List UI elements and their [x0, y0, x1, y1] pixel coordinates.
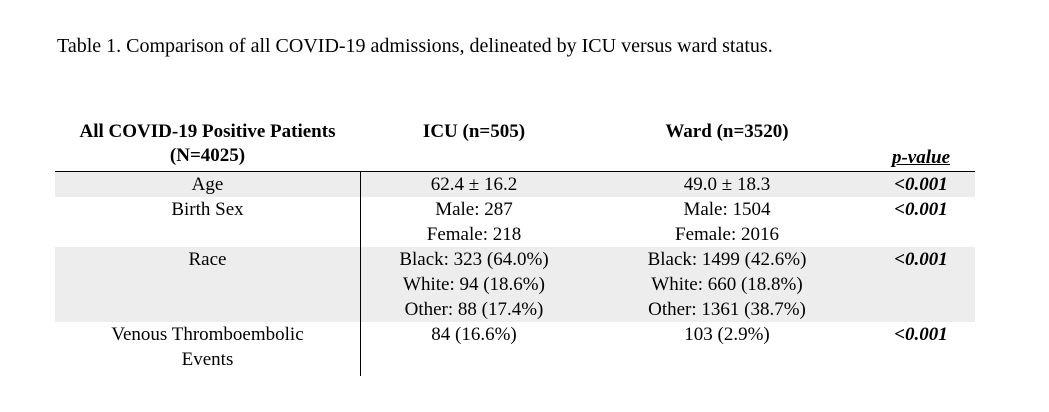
row-label: Birth Sex: [55, 197, 360, 222]
row-label-line: Events: [181, 349, 234, 370]
pvalue-cell: <0.001: [894, 199, 948, 220]
row-label-line: Age: [191, 174, 224, 195]
table-caption: Table 1. Comparison of all COVID-19 admi…: [57, 35, 773, 57]
ward-value: Black: 1499 (42.6%) White: 660 (18.8%) Oth…: [588, 247, 866, 322]
ward-value: 103 (2.9%): [588, 322, 866, 347]
icu-value-line: Black: 323 (64.0%): [399, 249, 549, 270]
pvalue-cell: <0.001: [894, 174, 948, 195]
icu-value-line: 84 (16.6%): [431, 324, 517, 345]
icu-value-line: Other: 88 (17.4%): [404, 299, 544, 320]
icu-value-line: Male: 287: [435, 199, 513, 220]
icu-value: 84 (16.6%): [360, 322, 588, 347]
pvalue-cell: <0.001: [894, 249, 948, 270]
ward-value: Male: 1504 Female: 2016: [588, 197, 866, 247]
pvalue-cell: <0.001: [894, 324, 948, 345]
header-icu-line1: ICU: [422, 121, 458, 142]
icu-value: Male: 287 Female: 218: [360, 197, 588, 247]
icu-value: Black: 323 (64.0%) White: 94 (18.6%) Other…: [360, 247, 588, 322]
header-pvalue: p-value: [891, 147, 951, 168]
header-ward: Ward (n=3520): [588, 120, 866, 144]
icu-value-line: 62.4 ± 16.2: [430, 174, 518, 195]
header-icu: ICU (n=505): [360, 120, 588, 144]
icu-value-line: Female: 218: [426, 224, 522, 245]
table-header: All COVID-19 Positive Patients (N=4025) …: [55, 120, 975, 172]
row-label-line: Birth Sex: [171, 199, 244, 220]
column-divider: [360, 171, 361, 376]
header-icu-line2: (n=505): [462, 121, 526, 142]
icu-value-line: White: 94 (18.6%): [403, 274, 545, 295]
ward-value-line: Other: 1361 (38.7%): [648, 299, 806, 320]
ward-value-line: Male: 1504: [683, 199, 771, 220]
ward-value-line: Black: 1499 (42.6%): [647, 249, 807, 270]
ward-value: 49.0 ± 18.3: [588, 172, 866, 197]
row-label-line: Venous Thromboembolic: [111, 324, 304, 345]
row-label: Race: [55, 247, 360, 272]
ward-value-line: White: 660 (18.8%): [651, 274, 803, 295]
table-row: Race Black: 323 (64.0%) White: 94 (18.6%) O…: [55, 247, 975, 322]
ward-value-line: 49.0 ± 18.3: [683, 174, 771, 195]
icu-value: 62.4 ± 16.2: [360, 172, 588, 197]
row-label: Venous Thromboembolic Events: [55, 322, 360, 372]
table-body: Age 62.4 ± 16.2 49.0 ± 18.3 <0.001 Birth Sex…: [55, 172, 975, 372]
header-ward-line1: Ward: [665, 121, 712, 142]
ward-value-line: 103 (2.9%): [684, 324, 770, 345]
comparison-table: All COVID-19 Positive Patients (N=4025) …: [55, 120, 975, 376]
table-row: Birth Sex Male: 287 Female: 218 Male: 1504 F…: [55, 197, 975, 247]
header-group-line2: Patients (N=4025): [169, 121, 336, 166]
header-ward-line2: (n=3520): [716, 121, 789, 142]
row-label: Age: [55, 172, 360, 197]
row-label-line: Race: [188, 249, 227, 270]
header-group-line1: All COVID-19 Positive: [79, 121, 266, 142]
header-group: All COVID-19 Positive Patients (N=4025): [55, 120, 360, 168]
table-row: Age 62.4 ± 16.2 49.0 ± 18.3 <0.001: [55, 172, 975, 197]
ward-value-line: Female: 2016: [675, 224, 779, 245]
table-row: Venous Thromboembolic Events 84 (16.6%) 103…: [55, 322, 975, 372]
